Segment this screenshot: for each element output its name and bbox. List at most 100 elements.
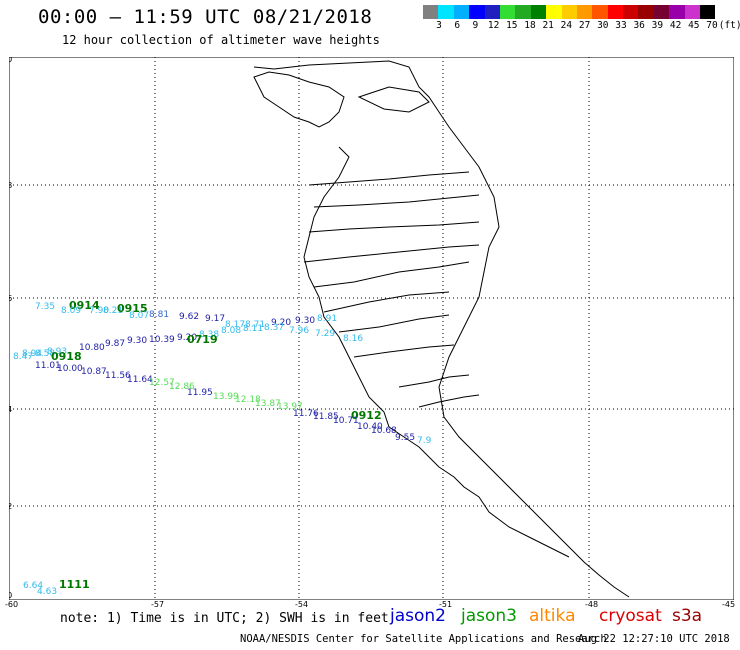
scale-label: 9: [472, 20, 479, 31]
lat-label: 60: [9, 591, 12, 600]
scale-label: (ft): [718, 20, 740, 31]
pass-time-label: 1111: [59, 578, 90, 591]
coast-east: [253, 60, 630, 598]
wave-height-label: 8.47: [13, 352, 33, 362]
lon-label: -51: [439, 600, 453, 609]
scale-swatch: [546, 5, 562, 19]
wave-height-label: 8.21: [103, 306, 123, 316]
wave-height-label: 9.30: [127, 336, 147, 346]
wave-height-label: 7.96: [289, 326, 309, 336]
wave-height-label: 9.17: [205, 314, 225, 324]
island-north: [253, 71, 345, 128]
wave-height-label: 8.17: [225, 320, 245, 330]
lon-label: -57: [151, 600, 165, 609]
fjord: [308, 221, 480, 233]
legend-s3a: s3a: [672, 606, 703, 626]
map-subtitle: 12 hour collection of altimeter wave hei…: [62, 33, 380, 47]
axis-labels: 70 68 66 64 62 60: [9, 57, 12, 600]
wave-height-label: 10.40: [357, 422, 383, 432]
wave-height-label: 13.87: [255, 399, 281, 409]
fjord: [418, 394, 480, 408]
lat-label: 64: [9, 405, 12, 414]
scale-label: 42: [669, 20, 682, 31]
scale-label: 12: [487, 20, 500, 31]
scale-swatch: [561, 5, 577, 19]
wave-height-label: 13.99: [213, 392, 239, 402]
lon-label: -54: [295, 600, 309, 609]
wave-height-label: 8.91: [317, 314, 337, 324]
scale-swatch: [438, 5, 454, 19]
lat-label: 68: [9, 181, 12, 190]
legend-altika: altika: [529, 606, 576, 626]
legend-jason2: jason2: [390, 606, 446, 626]
fjord: [398, 374, 470, 388]
coast-west: [303, 146, 570, 558]
scale-swatch: [607, 5, 624, 19]
wave-height-label: 9.87: [105, 339, 125, 349]
wave-height-label: 10.00: [57, 364, 83, 374]
graticule: [9, 57, 734, 600]
lat-label: 66: [9, 294, 12, 303]
wave-height-label: 8.71: [245, 320, 265, 330]
scale-swatch: [653, 5, 670, 19]
lon-label: -60: [5, 600, 19, 609]
scale-swatch: [669, 5, 685, 19]
lon-label: -48: [585, 600, 599, 609]
scale-label: 27: [578, 20, 591, 31]
pass-time-label: 0915: [117, 302, 148, 315]
scale-label: 18: [524, 20, 536, 31]
wave-height-label: 8.58: [35, 349, 55, 359]
wave-height-label: 4.63: [37, 587, 57, 597]
pass-time-label: 0918: [51, 350, 82, 363]
pass-time-label: 0719: [187, 333, 218, 346]
wave-height-label: 8.16: [343, 334, 363, 344]
wave-height-label: 11.01: [35, 361, 61, 371]
wave-height-label: 8.81: [149, 310, 169, 320]
wave-height-label: 12.57: [149, 378, 175, 388]
color-scale: [423, 5, 716, 19]
wave-height-label: 9.55: [395, 433, 415, 443]
scale-swatch: [638, 5, 654, 19]
scale-label: 70: [706, 20, 718, 31]
scale-swatch: [453, 5, 470, 19]
scale-label: 36: [633, 20, 645, 31]
wave-height-label: 8.07: [129, 311, 149, 321]
wave-height-label: 7.9: [417, 436, 432, 446]
fjord: [323, 291, 450, 313]
wave-height-label: 13.97: [277, 402, 303, 412]
wave-height-label: 8.38: [199, 330, 219, 340]
wave-height-label: 8.94: [22, 349, 42, 359]
scale-swatch: [592, 5, 608, 19]
fjord: [313, 261, 470, 288]
scale-label: 21: [542, 20, 554, 31]
scale-label: 39: [651, 20, 664, 31]
credit: NOAA/NESDIS Center for Satellite Applica…: [240, 633, 607, 645]
island-north: [357, 86, 430, 113]
wave-height-label: 12.86: [169, 382, 195, 392]
pass-time-label: 0912: [351, 409, 382, 422]
lat-label: 62: [9, 502, 12, 511]
scale-label: 45: [688, 20, 700, 31]
wave-height-label: 9.30: [295, 316, 315, 326]
wave-height-label: 7.35: [35, 302, 55, 312]
wave-height-label: 9.20: [271, 318, 291, 328]
wave-height-label: 9.62: [179, 312, 199, 322]
fjord: [338, 314, 450, 333]
wave-height-label: 10.71: [333, 416, 359, 426]
scale-swatch: [576, 5, 593, 19]
wave-height-label: 12.18: [235, 395, 261, 405]
legend-cryosat: cryosat: [599, 606, 662, 626]
wave-height-label: 11.76: [293, 409, 319, 419]
coastline: [253, 60, 630, 598]
wave-height-label: 8.93: [47, 347, 67, 357]
scale-label: 6: [454, 20, 461, 31]
scale-label: 3: [436, 20, 442, 31]
fjord: [313, 194, 480, 208]
lon-label: -45: [722, 600, 736, 609]
scale-label: 30: [597, 20, 609, 31]
wave-height-label: 10.80: [79, 343, 105, 353]
pass-time-label: 0914: [69, 299, 100, 312]
generated-timestamp: Aug 22 12:27:10 UTC 2018: [578, 633, 730, 645]
scale-label: 15: [506, 20, 518, 31]
